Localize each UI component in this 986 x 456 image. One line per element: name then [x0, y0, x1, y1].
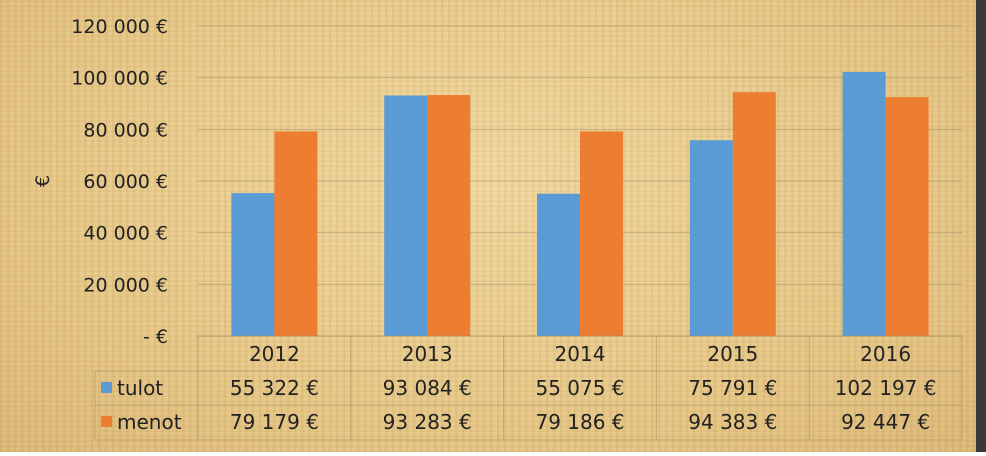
bar-menot-2013 — [427, 95, 471, 336]
x-tick-label: 2016 — [860, 342, 911, 366]
data-label: 93 084 € — [383, 376, 472, 400]
y-tick-label: 20 000 € — [83, 274, 168, 296]
data-label: 92 447 € — [841, 410, 930, 434]
data-label: 79 186 € — [535, 410, 624, 434]
y-axis-label: € — [32, 175, 54, 187]
y-tick-label: 80 000 € — [83, 119, 168, 141]
data-label: 94 383 € — [688, 410, 777, 434]
data-label: 55 075 € — [535, 376, 624, 400]
legend-label-tulot: tulot — [117, 376, 163, 400]
y-tick-label: 60 000 € — [83, 171, 168, 193]
y-tick-label: 120 000 € — [71, 16, 168, 38]
data-label: 93 283 € — [383, 410, 472, 434]
bar-menot-2014 — [580, 131, 623, 336]
legend-swatch-menot — [101, 416, 112, 427]
bar-menot-2016 — [885, 97, 929, 336]
legend-label-menot: menot — [117, 410, 182, 434]
bar-tulot-2013 — [384, 95, 428, 337]
data-label: 102 197 € — [835, 376, 937, 400]
x-tick-label: 2015 — [707, 342, 758, 366]
bar-menot-2012 — [274, 131, 318, 336]
bar-tulot-2015 — [689, 140, 733, 336]
legend-swatch-tulot — [101, 382, 112, 393]
data-label: 55 322 € — [230, 376, 319, 400]
bar-tulot-2014 — [537, 193, 580, 336]
x-tick-label: 2014 — [555, 342, 606, 366]
bar-tulot-2016 — [842, 71, 886, 336]
y-tick-label: - € — [143, 326, 168, 348]
x-tick-label: 2012 — [249, 342, 300, 366]
data-label: 79 179 € — [230, 410, 319, 434]
bar-tulot-2012 — [231, 193, 275, 336]
x-tick-label: 2013 — [402, 342, 453, 366]
y-tick-label: 100 000 € — [71, 68, 168, 90]
y-tick-label: 40 000 € — [83, 223, 168, 245]
bar-menot-2015 — [732, 92, 776, 336]
data-label: 75 791 € — [688, 376, 777, 400]
